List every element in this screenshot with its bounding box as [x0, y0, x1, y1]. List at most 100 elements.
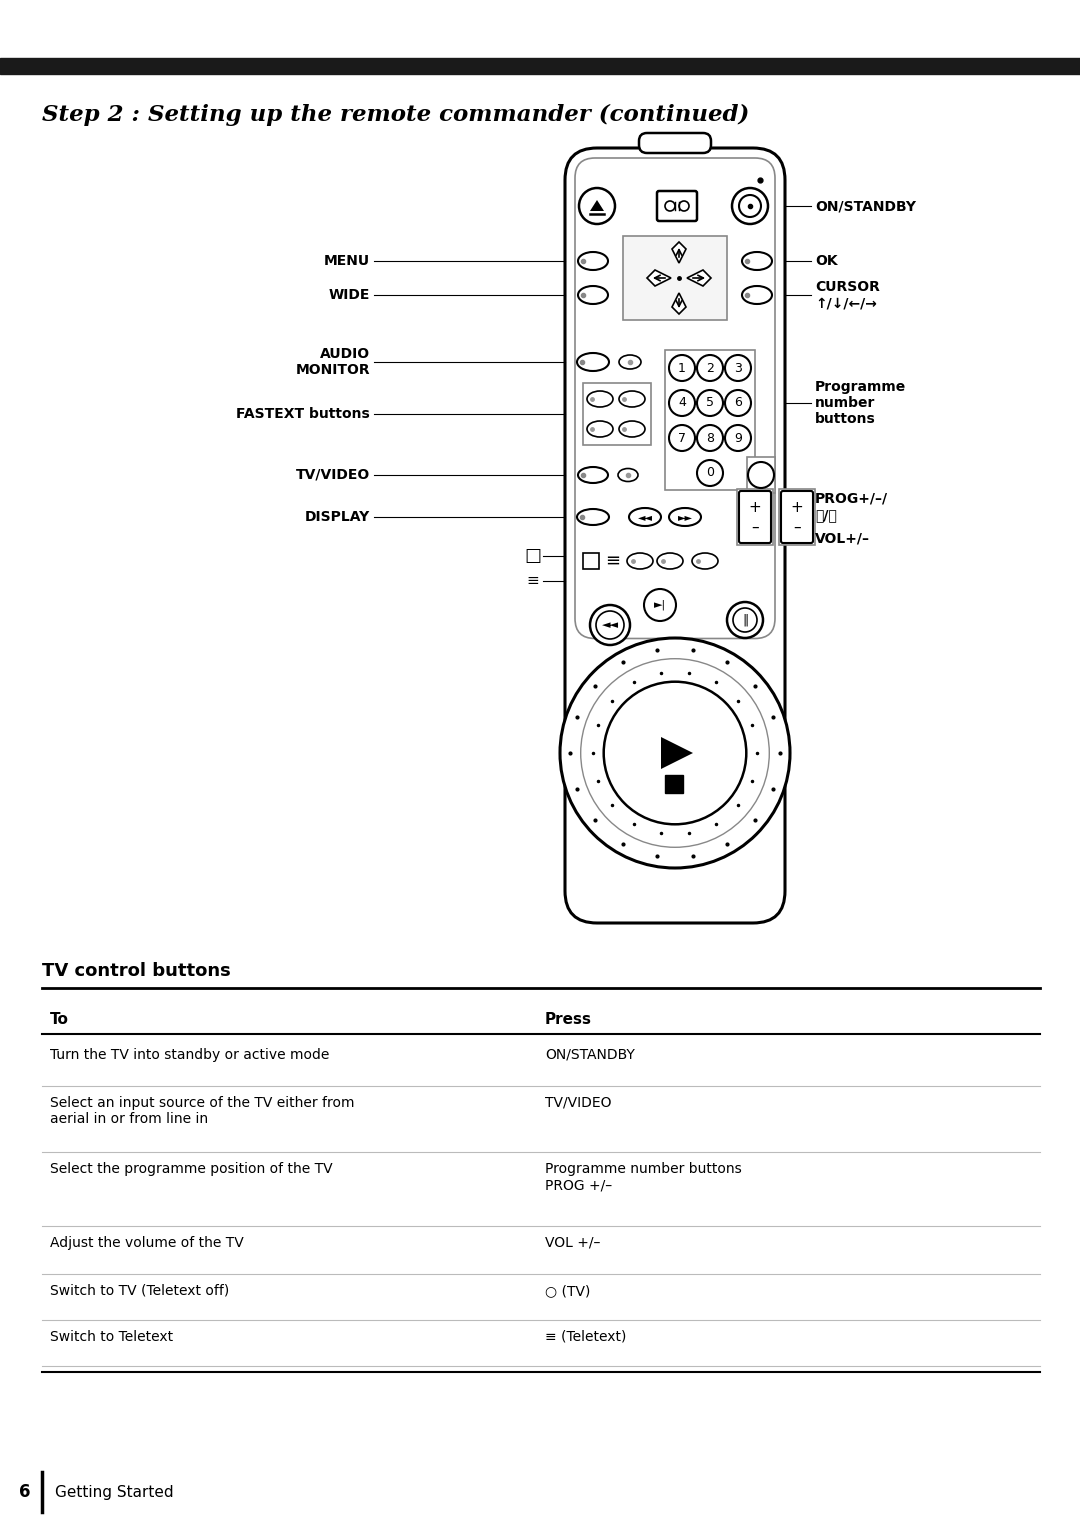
Circle shape	[725, 356, 751, 382]
Bar	[583, 383, 651, 445]
Text: 8: 8	[706, 431, 714, 445]
Text: OK: OK	[815, 254, 838, 268]
Bar	[665, 350, 755, 491]
Ellipse shape	[692, 553, 718, 569]
Circle shape	[733, 609, 757, 632]
Text: AUDIO
MONITOR: AUDIO MONITOR	[295, 346, 370, 377]
Text: –: –	[752, 520, 759, 535]
Text: 7: 7	[678, 431, 686, 445]
Circle shape	[748, 461, 774, 487]
FancyBboxPatch shape	[781, 491, 813, 543]
Circle shape	[679, 201, 689, 212]
Circle shape	[644, 589, 676, 621]
Text: TV/VIDEO: TV/VIDEO	[296, 468, 370, 481]
Text: TV control buttons: TV control buttons	[42, 963, 231, 980]
Circle shape	[697, 356, 723, 382]
Bar	[0, 58, 1080, 74]
Circle shape	[561, 638, 789, 868]
Text: ‖: ‖	[742, 613, 748, 627]
Ellipse shape	[742, 287, 772, 304]
Text: 6: 6	[18, 1482, 30, 1501]
Ellipse shape	[618, 469, 638, 481]
Text: Step 2 : Setting up the remote commander (continued): Step 2 : Setting up the remote commander…	[42, 104, 750, 126]
Text: CURSOR
↑/↓/←/→: CURSOR ↑/↓/←/→	[815, 281, 880, 310]
Ellipse shape	[627, 553, 653, 569]
Circle shape	[669, 389, 696, 415]
Text: Adjust the volume of the TV: Adjust the volume of the TV	[50, 1236, 244, 1249]
Text: FASTEXT buttons: FASTEXT buttons	[237, 406, 370, 422]
Text: ≡: ≡	[527, 573, 539, 589]
Circle shape	[697, 425, 723, 451]
Ellipse shape	[669, 507, 701, 526]
Text: Turn the TV into standby or active mode: Turn the TV into standby or active mode	[50, 1049, 329, 1062]
Text: ►►: ►►	[677, 512, 692, 523]
Text: WIDE: WIDE	[328, 288, 370, 302]
Circle shape	[739, 195, 761, 218]
Circle shape	[604, 682, 746, 825]
Polygon shape	[672, 293, 686, 314]
Circle shape	[732, 189, 768, 224]
Text: 3: 3	[734, 362, 742, 374]
Text: Press: Press	[545, 1012, 592, 1027]
Ellipse shape	[577, 353, 609, 371]
Text: ≡ (Teletext): ≡ (Teletext)	[545, 1331, 626, 1344]
Text: 4: 4	[678, 397, 686, 409]
Text: PROG+/–/
Ⓐ/Ⓑ: PROG+/–/ Ⓐ/Ⓑ	[815, 492, 888, 523]
Text: VOL +/–: VOL +/–	[545, 1236, 600, 1249]
Circle shape	[579, 189, 615, 224]
Text: Getting Started: Getting Started	[55, 1484, 174, 1499]
Circle shape	[581, 659, 769, 848]
Ellipse shape	[588, 422, 613, 437]
Circle shape	[590, 606, 630, 645]
Circle shape	[697, 460, 723, 486]
Circle shape	[697, 389, 723, 415]
Text: 0: 0	[706, 466, 714, 480]
Text: Select the programme position of the TV: Select the programme position of the TV	[50, 1162, 333, 1176]
Text: ◄◄: ◄◄	[602, 619, 619, 630]
Text: Switch to TV (Teletext off): Switch to TV (Teletext off)	[50, 1285, 229, 1298]
Text: MENU: MENU	[324, 254, 370, 268]
Ellipse shape	[577, 509, 609, 524]
Bar	[583, 553, 599, 569]
Bar	[779, 489, 815, 546]
Circle shape	[665, 201, 675, 212]
Ellipse shape	[629, 507, 661, 526]
Circle shape	[596, 612, 624, 639]
Ellipse shape	[657, 553, 683, 569]
Polygon shape	[590, 199, 604, 212]
FancyBboxPatch shape	[575, 158, 775, 639]
Text: –: –	[793, 520, 800, 535]
FancyBboxPatch shape	[739, 491, 771, 543]
Ellipse shape	[578, 287, 608, 304]
Circle shape	[725, 389, 751, 415]
FancyBboxPatch shape	[657, 192, 697, 221]
Text: ≡: ≡	[606, 552, 621, 570]
Polygon shape	[672, 242, 686, 264]
Text: ON/STANDBY: ON/STANDBY	[545, 1049, 635, 1062]
Ellipse shape	[578, 251, 608, 270]
Text: ○ (TV): ○ (TV)	[545, 1285, 591, 1298]
Text: □: □	[525, 547, 541, 566]
Bar	[623, 236, 727, 320]
Text: To: To	[50, 1012, 69, 1027]
Polygon shape	[647, 270, 671, 287]
Polygon shape	[661, 737, 693, 770]
Text: 6: 6	[734, 397, 742, 409]
Text: 5: 5	[706, 397, 714, 409]
FancyBboxPatch shape	[639, 133, 711, 153]
Ellipse shape	[578, 468, 608, 483]
Text: ◄◄: ◄◄	[637, 512, 652, 523]
Text: Select an input source of the TV either from
aerial in or from line in: Select an input source of the TV either …	[50, 1096, 354, 1127]
Text: Switch to Teletext: Switch to Teletext	[50, 1331, 173, 1344]
Ellipse shape	[619, 356, 642, 369]
Text: Programme
number
buttons: Programme number buttons	[815, 380, 906, 426]
Text: VOL+/–: VOL+/–	[815, 532, 870, 546]
Text: ►|: ►|	[653, 599, 666, 610]
Circle shape	[669, 356, 696, 382]
Text: 1: 1	[678, 362, 686, 374]
Text: +: +	[748, 500, 761, 515]
Text: 2: 2	[706, 362, 714, 374]
Polygon shape	[687, 270, 711, 287]
Circle shape	[669, 425, 696, 451]
Text: DISPLAY: DISPLAY	[305, 510, 370, 524]
